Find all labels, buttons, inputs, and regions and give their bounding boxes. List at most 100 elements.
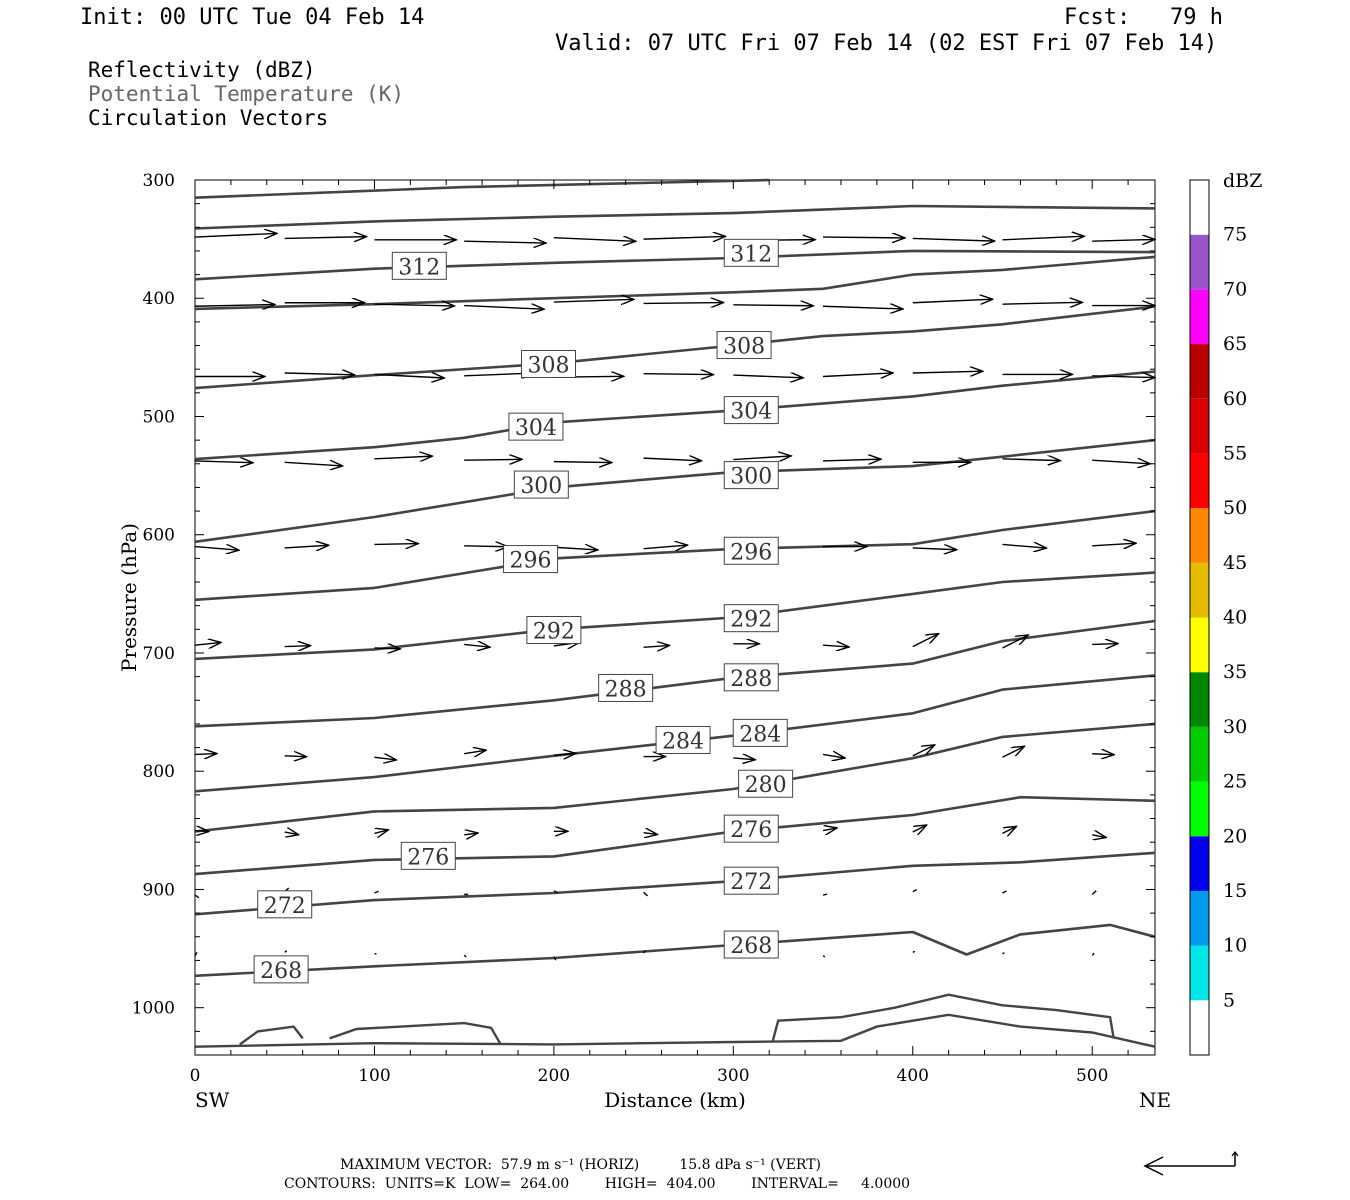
forecast-hour: Fcst: 79 h: [1064, 5, 1223, 30]
circulation-vector: [1092, 460, 1150, 464]
contour-label: 268: [260, 959, 302, 984]
circulation-vector: [733, 456, 791, 460]
contour-label: 292: [730, 608, 772, 633]
colorbar-label: 25: [1223, 771, 1247, 793]
contour-label-box: [520, 349, 576, 378]
contour-label: 308: [723, 335, 765, 360]
contour-label-box: [723, 396, 779, 425]
contour-label-box: [723, 604, 779, 633]
circulation-vector: [1092, 376, 1155, 378]
circulation-vector: [464, 644, 490, 647]
contour-label-box: [598, 673, 654, 702]
x-end-label-left: SW: [195, 1088, 230, 1112]
colorbar-swatch: [1190, 453, 1209, 509]
circulation-vector: [374, 304, 454, 306]
colorbar-swatch: [1190, 562, 1209, 618]
contour-label-box: [723, 238, 779, 267]
contour-label-box: [400, 841, 456, 870]
colorbar-label: 10: [1223, 935, 1247, 957]
circulation-vector: [1002, 746, 1024, 758]
y-axis-title: Pressure (hPa): [117, 523, 141, 672]
y-tick-label: 300: [143, 171, 175, 191]
plot-frame: [194, 179, 1156, 1056]
contour-label-box: [391, 251, 447, 280]
circulation-vector: [823, 373, 893, 377]
circulation-vector: [464, 833, 478, 835]
circulation-vector: [912, 888, 918, 893]
circulation-vector: [284, 832, 299, 835]
legend-circulation-vectors: Circulation Vectors: [88, 106, 329, 130]
circulation-vector: [463, 954, 467, 958]
valid-time: Valid: 07 UTC Fri 07 Feb 14 (02 EST Fri …: [555, 31, 1218, 56]
x-tick-label: 500: [1076, 1066, 1108, 1086]
isentrope-288: [194, 619, 1156, 728]
circulation-vector: [374, 830, 388, 834]
contour-label-box: [257, 890, 313, 919]
colorbar-label: 40: [1223, 607, 1247, 629]
surface-contour: [239, 1025, 304, 1046]
footer-max-vector: MAXIMUM VECTOR: 57.9 m s⁻¹ (HORIZ) 15.8 …: [340, 1157, 822, 1173]
y-tick-label: 900: [143, 880, 175, 900]
x-end-label-right: NE: [1139, 1088, 1171, 1112]
circulation-vector: [194, 461, 253, 463]
colorbar-swatch: [1190, 508, 1209, 563]
circulation-vector: [1092, 644, 1118, 645]
contour-label-box: [723, 663, 779, 692]
circulation-vector: [1002, 302, 1082, 304]
circulation-vector: [643, 236, 726, 239]
contour-label-box: [526, 616, 582, 645]
circulation-vector: [733, 758, 755, 760]
circulation-vector: [643, 645, 670, 647]
circulation-vector: [822, 754, 845, 758]
colorbar-label: 60: [1223, 388, 1247, 410]
x-axis-title: Distance (km): [604, 1088, 746, 1112]
circulation-vector: [1002, 459, 1060, 461]
contour-label-box: [723, 866, 779, 895]
init-time: Init: 00 UTC Tue 04 Feb 14: [80, 5, 425, 30]
contour-label-box: [738, 769, 794, 798]
contour-label: 304: [515, 416, 557, 441]
circulation-vector: [194, 233, 277, 237]
isentrope-314: [194, 204, 1156, 230]
circulation-vector: [643, 545, 688, 549]
circulation-vector: [912, 299, 993, 303]
contour-label: 284: [662, 729, 704, 754]
contour-label: 296: [510, 549, 552, 574]
contour-label: 300: [520, 474, 562, 499]
circulation-vector: [643, 458, 702, 461]
circulation-vector: [374, 456, 432, 459]
y-tick-label: 400: [143, 289, 175, 309]
x-tick-label: 100: [358, 1066, 390, 1086]
isentrope-280: [194, 722, 1156, 833]
circulation-vector: [1002, 890, 1007, 894]
colorbar-swatch: [1190, 781, 1209, 837]
colorbar-label: 75: [1223, 224, 1247, 246]
circulation-vector: [643, 833, 658, 835]
contour-label-box: [513, 470, 569, 499]
y-tick-label: 800: [143, 762, 175, 782]
circulation-vector: [374, 544, 418, 545]
x-tick-label: 200: [538, 1066, 570, 1086]
circulation-vector: [912, 950, 916, 954]
contour-label: 296: [730, 540, 772, 565]
circulation-vector: [284, 373, 355, 375]
circulation-vector: [194, 304, 275, 306]
isentrope-304: [194, 370, 1156, 461]
legend-potential-temperature: Potential Temperature (K): [88, 82, 405, 106]
circulation-vector: [464, 241, 546, 243]
circulation-vector: [464, 546, 508, 547]
colorbar-swatch: [1190, 672, 1209, 727]
contour-label-box: [503, 545, 559, 574]
circulation-vector: [553, 238, 636, 242]
circulation-vector: [194, 951, 198, 957]
circulation-vector: [374, 648, 400, 649]
surface-contour: [329, 1021, 502, 1044]
circulation-vector: [464, 459, 522, 460]
circulation-vector: [1002, 952, 1005, 955]
y-tick-label: 600: [143, 526, 175, 546]
circulation-vector: [284, 756, 307, 757]
circulation-vector: [733, 305, 813, 306]
circulation-vector: [643, 891, 649, 897]
circulation-vector: [194, 547, 239, 551]
